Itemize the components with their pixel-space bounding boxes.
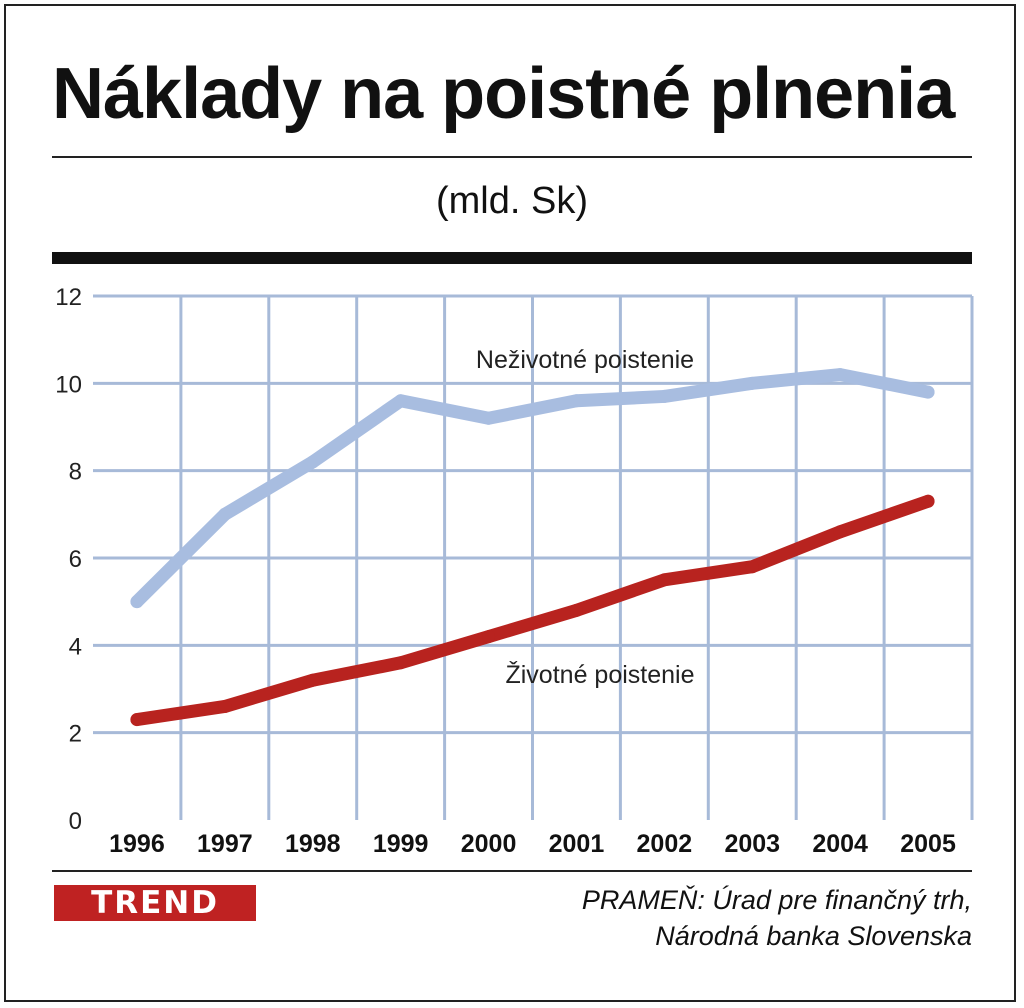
y-tick-label: 8	[69, 459, 82, 486]
data-point	[745, 560, 759, 574]
x-tick-label: 1999	[373, 830, 429, 858]
x-tick-label: 2000	[461, 830, 517, 858]
y-tick-label: 10	[55, 371, 82, 398]
x-tick-label: 2001	[549, 830, 605, 858]
data-point	[569, 603, 583, 617]
series-label-nonlife: Neživotné poistenie	[476, 346, 694, 374]
series-line-nonlife	[130, 368, 935, 609]
footer-divider	[52, 870, 972, 872]
y-tick-label: 6	[69, 546, 82, 573]
data-point	[569, 394, 583, 408]
x-tick-label: 1996	[109, 830, 165, 858]
data-point	[306, 455, 320, 469]
data-point	[394, 656, 408, 670]
grid	[93, 294, 974, 820]
trend-logo: TREND	[54, 885, 256, 921]
chart-title: Náklady na poistné plnenia	[52, 54, 955, 134]
data-point	[306, 673, 320, 687]
unit-label: (mld. Sk)	[436, 180, 588, 222]
data-point	[921, 494, 935, 508]
data-point	[218, 507, 232, 521]
x-tick-label: 1997	[197, 830, 253, 858]
data-point	[218, 699, 232, 713]
source-line-2: Národná banka Slovenska	[655, 921, 972, 951]
y-tick-label: 4	[69, 633, 82, 660]
x-tick-label: 2002	[637, 830, 693, 858]
data-point	[657, 389, 671, 403]
data-point	[921, 385, 935, 399]
title-divider	[52, 156, 972, 158]
data-point	[833, 368, 847, 382]
data-point	[482, 630, 496, 644]
axis-ticks: 0 2 4 6 8 10 12 1996 1997 1998 1999 2000 2001 2002 200…	[55, 284, 956, 858]
x-tick-label: 2005	[900, 830, 956, 858]
source-line-1: PRAMEŇ: Úrad pre finančný trh,	[581, 885, 972, 915]
data-point	[833, 525, 847, 539]
data-point	[130, 595, 144, 609]
y-tick-label: 2	[69, 721, 82, 748]
x-tick-label: 2003	[724, 830, 780, 858]
data-point	[657, 573, 671, 587]
source-note: PRAMEŇ: Úrad pre finančný trh, Národná b…	[582, 882, 972, 954]
data-point	[745, 376, 759, 390]
y-tick-label: 12	[55, 284, 82, 311]
data-point	[482, 411, 496, 425]
series-lines	[130, 368, 935, 727]
header-bar	[52, 252, 972, 264]
series-labels: Neživotné poistenie Životné poistenie	[476, 346, 695, 689]
data-point	[394, 394, 408, 408]
data-point	[130, 713, 144, 727]
chart-frame	[4, 4, 1016, 1002]
series-label-life: Životné poistenie	[505, 660, 694, 689]
y-tick-label: 0	[69, 808, 82, 835]
series-line-life	[130, 494, 935, 727]
x-tick-label: 2004	[812, 830, 868, 858]
x-tick-label: 1998	[285, 830, 341, 858]
